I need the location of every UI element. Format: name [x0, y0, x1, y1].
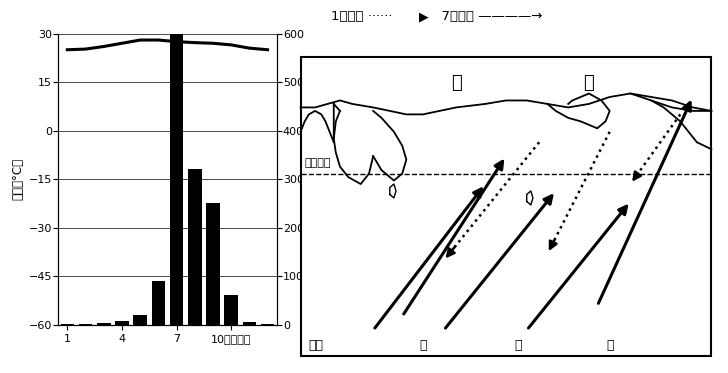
Y-axis label: 降水量（mm）: 降水量（mm）	[308, 150, 321, 208]
Text: 洲: 洲	[584, 74, 594, 92]
Text: 赤道: 赤道	[309, 339, 324, 352]
Bar	[115, 321, 129, 325]
Bar	[261, 323, 274, 325]
Text: 7月风向 ————→: 7月风向 ————→	[433, 10, 542, 23]
Bar	[133, 315, 147, 325]
Bar	[151, 281, 165, 325]
Y-axis label: 气温（°C）: 气温（°C）	[12, 158, 24, 200]
Text: 1月风向 ······: 1月风向 ······	[331, 10, 392, 23]
Bar	[97, 323, 111, 325]
Text: 印: 印	[419, 339, 427, 352]
Text: 洋: 洋	[606, 339, 614, 352]
Bar	[206, 203, 220, 325]
Bar	[170, 34, 183, 325]
Text: 北回归线: 北回归线	[305, 159, 331, 168]
Text: 亚: 亚	[451, 74, 462, 92]
Bar	[224, 295, 238, 325]
Text: ▶: ▶	[419, 10, 428, 23]
Text: 度: 度	[515, 339, 522, 352]
Bar	[79, 323, 92, 325]
Bar	[60, 323, 74, 325]
Bar	[188, 169, 202, 325]
Bar	[242, 322, 256, 325]
